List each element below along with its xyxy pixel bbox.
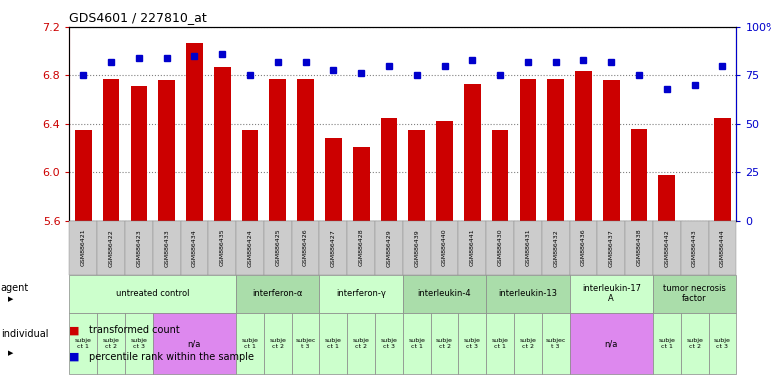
Text: tumor necrosis
factor: tumor necrosis factor [663, 284, 726, 303]
Text: GSM886441: GSM886441 [470, 229, 475, 266]
Bar [603, 80, 620, 221]
Text: subjec
t 3: subjec t 3 [295, 338, 316, 349]
Bar [130, 86, 147, 221]
Text: GSM886438: GSM886438 [637, 229, 641, 266]
Bar [575, 71, 592, 221]
Bar [520, 79, 537, 221]
Text: interferon-α: interferon-α [253, 289, 303, 298]
Text: percentile rank within the sample: percentile rank within the sample [89, 352, 254, 362]
Text: GSM886444: GSM886444 [720, 229, 725, 266]
Text: transformed count: transformed count [89, 325, 180, 335]
Text: GSM886437: GSM886437 [609, 229, 614, 266]
Text: GDS4601 / 227810_at: GDS4601 / 227810_at [69, 12, 207, 25]
Text: ▶: ▶ [8, 296, 14, 303]
Text: GSM886422: GSM886422 [109, 229, 113, 266]
Text: subje
ct 3: subje ct 3 [714, 338, 731, 349]
Text: GSM886435: GSM886435 [220, 229, 224, 266]
Text: ▶: ▶ [8, 350, 14, 356]
Bar [714, 118, 731, 221]
Text: GSM886428: GSM886428 [359, 229, 364, 266]
Bar [436, 121, 453, 221]
Text: GSM886421: GSM886421 [81, 229, 86, 266]
Text: subje
ct 2: subje ct 2 [103, 338, 120, 349]
Text: GSM886443: GSM886443 [692, 229, 697, 266]
Bar [353, 147, 369, 221]
Text: subje
ct 1: subje ct 1 [75, 338, 92, 349]
Text: n/a: n/a [604, 339, 618, 348]
Text: subjec
t 3: subjec t 3 [546, 338, 566, 349]
Bar [158, 80, 175, 221]
Text: subje
ct 3: subje ct 3 [464, 338, 481, 349]
Text: GSM886442: GSM886442 [665, 229, 669, 266]
Text: subje
ct 1: subje ct 1 [409, 338, 425, 349]
Bar [269, 79, 286, 221]
Text: interleukin-17
A: interleukin-17 A [582, 284, 641, 303]
Text: subje
ct 1: subje ct 1 [658, 338, 675, 349]
Text: subje
ct 3: subje ct 3 [130, 338, 147, 349]
Text: GSM886429: GSM886429 [386, 229, 392, 266]
Text: GSM886426: GSM886426 [303, 229, 308, 266]
Bar [241, 130, 258, 221]
Text: subje
ct 1: subje ct 1 [492, 338, 509, 349]
Text: ■: ■ [69, 352, 80, 362]
Text: untreated control: untreated control [116, 289, 190, 298]
Text: subje
ct 2: subje ct 2 [352, 338, 369, 349]
Bar [631, 129, 648, 221]
Bar [186, 43, 203, 221]
Text: ■: ■ [69, 325, 80, 335]
Text: agent: agent [1, 283, 29, 293]
Text: subje
ct 2: subje ct 2 [269, 338, 286, 349]
Text: interleukin-13: interleukin-13 [498, 289, 557, 298]
Bar [658, 175, 675, 221]
Bar [325, 138, 342, 221]
Text: GSM886440: GSM886440 [442, 229, 447, 266]
Text: subje
ct 2: subje ct 2 [436, 338, 453, 349]
Bar [298, 79, 314, 221]
Text: GSM886430: GSM886430 [497, 229, 503, 266]
Bar [214, 67, 231, 221]
Text: n/a: n/a [188, 339, 201, 348]
Bar [464, 84, 480, 221]
Text: GSM886436: GSM886436 [581, 229, 586, 266]
Text: GSM886433: GSM886433 [164, 229, 169, 266]
Bar [103, 79, 120, 221]
Bar [381, 118, 397, 221]
Text: GSM886439: GSM886439 [414, 229, 419, 266]
Text: GSM886425: GSM886425 [275, 229, 281, 266]
Bar [409, 130, 425, 221]
Text: GSM886431: GSM886431 [525, 229, 530, 266]
Text: subje
ct 1: subje ct 1 [325, 338, 342, 349]
Text: interleukin-4: interleukin-4 [418, 289, 471, 298]
Text: GSM886434: GSM886434 [192, 229, 197, 266]
Text: GSM886432: GSM886432 [553, 229, 558, 266]
Bar [492, 130, 508, 221]
Text: subje
ct 2: subje ct 2 [520, 338, 537, 349]
Bar [547, 79, 564, 221]
Text: individual: individual [1, 329, 49, 339]
Text: GSM886424: GSM886424 [247, 229, 253, 266]
Text: interferon-γ: interferon-γ [336, 289, 386, 298]
Text: subje
ct 1: subje ct 1 [241, 338, 258, 349]
Text: subje
ct 2: subje ct 2 [686, 338, 703, 349]
Text: GSM886427: GSM886427 [331, 229, 336, 266]
Text: subje
ct 3: subje ct 3 [381, 338, 397, 349]
Text: GSM886423: GSM886423 [136, 229, 141, 266]
Bar [75, 130, 92, 221]
